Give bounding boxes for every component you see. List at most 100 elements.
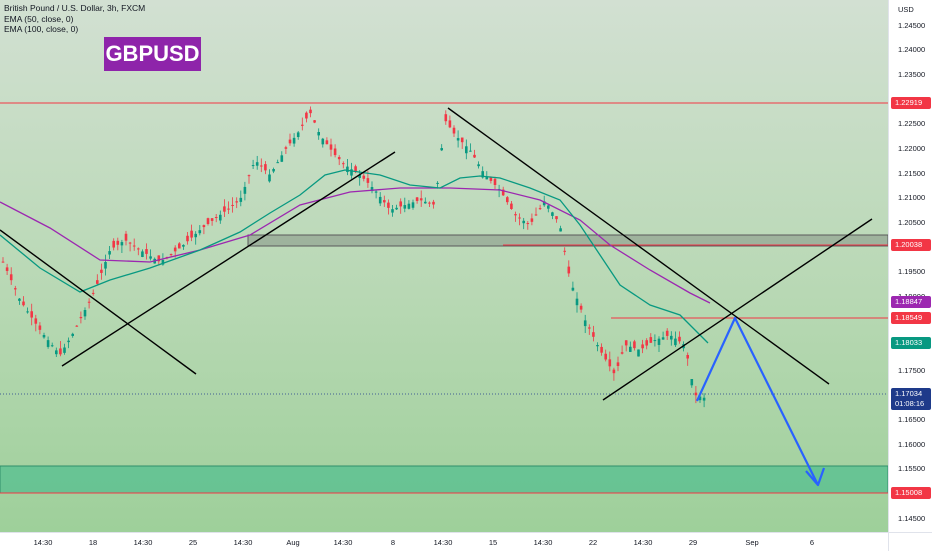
candle-body xyxy=(22,301,25,306)
candle-body xyxy=(571,287,575,291)
candle-body xyxy=(206,218,210,224)
candle-body xyxy=(383,200,386,203)
symbol-title[interactable]: British Pound / U.S. Dollar, 3h, FXCM xyxy=(4,3,146,13)
ema-50-line xyxy=(0,169,709,344)
candle-body xyxy=(415,197,419,201)
candle-body xyxy=(59,348,62,355)
candle-body xyxy=(444,114,448,122)
price-tick: 1.24000 xyxy=(898,45,926,54)
time-tick: 14:30 xyxy=(233,538,253,547)
projection-arrowhead xyxy=(805,467,826,487)
price-tick: 1.14500 xyxy=(898,514,926,523)
candle-body xyxy=(214,217,218,219)
candle-body xyxy=(551,212,554,216)
candle-body xyxy=(124,233,128,241)
candle-body xyxy=(481,171,484,178)
candle-body xyxy=(5,267,9,271)
candle-body xyxy=(432,201,435,205)
candle-body xyxy=(465,146,468,154)
price-tag-current: 1.17034 01:08:16 xyxy=(891,388,931,410)
candle-body xyxy=(83,310,87,317)
candle-body xyxy=(14,288,17,290)
candle-body xyxy=(542,201,546,206)
candle-body xyxy=(325,140,329,145)
candle-body xyxy=(555,216,558,220)
candle-body xyxy=(567,266,571,274)
candle-body xyxy=(419,198,423,201)
ema-100-legend[interactable]: EMA (100, close, 0) xyxy=(4,24,79,34)
candle-body xyxy=(563,250,566,252)
price-tag-ema100: 1.18847 xyxy=(891,296,931,308)
candle-body xyxy=(350,169,353,176)
candle-body xyxy=(534,214,538,216)
price-axis-unit: USD xyxy=(898,5,914,14)
candle-body xyxy=(362,175,366,179)
price-tick: 1.16500 xyxy=(898,415,926,424)
candle-body xyxy=(260,165,263,167)
trendline-up-left[interactable] xyxy=(61,151,396,367)
candle-body xyxy=(75,325,79,327)
candle-body xyxy=(280,155,284,162)
candle-body xyxy=(485,176,489,180)
price-tick: 1.23500 xyxy=(898,70,926,79)
candle-body xyxy=(559,228,562,232)
candle-body xyxy=(530,218,534,222)
candle-body xyxy=(337,157,341,160)
trendline-down-left[interactable] xyxy=(0,229,197,375)
candle-body xyxy=(38,325,42,330)
resistance-zone[interactable] xyxy=(247,234,888,247)
candle-body xyxy=(50,345,54,347)
candle-body xyxy=(588,327,591,329)
time-tick: 14:30 xyxy=(333,538,353,547)
candle-body xyxy=(645,340,648,346)
price-tick: 1.22000 xyxy=(898,144,926,153)
trendline-down-right[interactable] xyxy=(447,107,830,385)
candle-body xyxy=(633,341,636,349)
trendline-up-right[interactable] xyxy=(602,218,873,401)
candle-body xyxy=(514,214,517,216)
projection-path[interactable] xyxy=(695,316,819,486)
candle-body xyxy=(547,205,550,209)
price-tag-1-15008: 1.15008 xyxy=(891,487,931,499)
time-axis[interactable]: 14:30 18 14:30 25 14:30 Aug 14:30 8 14:3… xyxy=(0,532,888,551)
candle-body xyxy=(694,392,698,396)
candle-body xyxy=(473,154,476,158)
candle-body xyxy=(9,274,13,281)
candle-body xyxy=(579,305,583,310)
price-tick: 1.22500 xyxy=(898,119,926,128)
candle-body xyxy=(346,166,349,173)
candle-body xyxy=(378,196,382,204)
price-tick: 1.24500 xyxy=(898,21,926,30)
candle-body xyxy=(79,316,83,319)
time-tick: 14:30 xyxy=(533,538,553,547)
candle-body xyxy=(46,340,50,347)
candle-body xyxy=(141,251,144,257)
time-tick: 8 xyxy=(390,538,396,547)
price-tick: 1.19500 xyxy=(898,267,926,276)
time-tick: Aug xyxy=(286,538,300,547)
candle-body xyxy=(686,354,689,359)
candle-body xyxy=(231,204,234,206)
candle-body xyxy=(296,132,300,138)
time-tick: 14:30 xyxy=(633,538,653,547)
candle-body xyxy=(30,311,33,318)
time-tick: 18 xyxy=(88,538,98,547)
ema-100-line xyxy=(0,187,711,304)
ema-50-legend[interactable]: EMA (50, close, 0) xyxy=(4,13,74,24)
candle-body xyxy=(395,207,398,210)
candle-body xyxy=(596,345,599,347)
price-tick: 1.16000 xyxy=(898,440,926,449)
price-plot[interactable] xyxy=(0,0,888,532)
candle-body xyxy=(637,349,640,357)
price-tick: 1.21000 xyxy=(898,193,926,202)
candle-body xyxy=(219,214,222,221)
candle-body xyxy=(173,247,177,252)
candle-body xyxy=(108,251,111,255)
candle-body xyxy=(493,178,497,185)
demand-zone[interactable] xyxy=(0,465,888,494)
price-tick: 1.17500 xyxy=(898,366,926,375)
candle-body xyxy=(629,346,632,352)
price-axis[interactable]: USD 1.24500 1.24000 1.23500 1.22500 1.22… xyxy=(888,0,932,532)
candle-body xyxy=(649,337,653,343)
